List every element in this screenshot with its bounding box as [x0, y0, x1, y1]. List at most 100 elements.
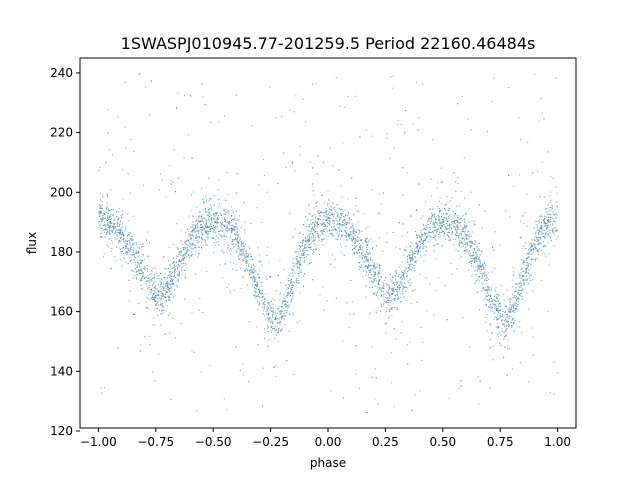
data-point	[290, 278, 292, 280]
data-point	[396, 289, 398, 291]
data-point	[382, 250, 384, 252]
data-point	[355, 251, 357, 253]
data-point	[537, 243, 539, 245]
data-point	[315, 248, 317, 250]
data-point	[197, 220, 199, 222]
data-point	[184, 248, 186, 250]
data-point	[305, 240, 307, 242]
data-point	[411, 255, 413, 257]
data-point	[442, 221, 444, 223]
data-point	[206, 227, 208, 229]
data-point	[314, 224, 316, 226]
data-point	[99, 236, 101, 238]
data-point	[465, 231, 467, 233]
data-point	[211, 219, 213, 221]
data-point	[469, 252, 471, 254]
data-point	[367, 274, 369, 276]
data-point	[202, 220, 204, 222]
data-point	[420, 254, 422, 256]
data-point	[258, 302, 260, 304]
data-point	[549, 191, 551, 193]
data-point	[513, 319, 515, 321]
data-point	[250, 266, 252, 268]
data-point	[400, 283, 402, 285]
data-point	[200, 246, 202, 248]
data-point	[220, 214, 222, 216]
data-point	[373, 264, 375, 266]
data-point	[546, 211, 548, 213]
data-point	[329, 147, 331, 149]
data-point	[311, 215, 313, 217]
data-point	[556, 206, 558, 208]
data-point	[333, 225, 335, 227]
data-point	[554, 209, 556, 211]
data-point	[360, 239, 362, 241]
data-point	[121, 214, 123, 216]
data-point	[242, 374, 244, 376]
data-point	[269, 321, 271, 323]
data-point	[538, 242, 540, 244]
data-point	[523, 245, 525, 247]
data-point	[182, 247, 184, 249]
data-point	[170, 293, 172, 295]
data-point	[428, 232, 430, 234]
data-point	[385, 332, 387, 334]
data-point	[520, 220, 522, 222]
data-point	[475, 280, 477, 282]
data-point	[348, 234, 350, 236]
data-point	[507, 348, 509, 350]
data-point	[404, 249, 406, 251]
data-point	[129, 242, 131, 244]
data-point	[147, 231, 149, 233]
data-point	[462, 243, 464, 245]
data-point	[98, 207, 100, 209]
data-point	[296, 278, 298, 280]
data-point	[219, 198, 221, 200]
data-point	[104, 228, 106, 230]
data-point	[448, 229, 450, 231]
data-point	[375, 295, 377, 297]
data-point	[549, 219, 551, 221]
data-point	[137, 270, 139, 272]
data-point	[478, 403, 480, 405]
data-point	[253, 271, 255, 273]
data-point	[483, 289, 485, 291]
data-point	[229, 261, 231, 263]
data-point	[244, 261, 246, 263]
data-point	[109, 222, 111, 224]
data-point	[146, 280, 148, 282]
data-point	[498, 332, 500, 334]
data-point	[300, 272, 302, 274]
data-point	[202, 96, 204, 98]
data-point	[196, 226, 198, 228]
data-point	[522, 262, 524, 264]
data-point	[445, 210, 447, 212]
data-point	[365, 251, 367, 253]
data-point	[214, 232, 216, 234]
data-point	[176, 106, 178, 108]
data-point	[470, 265, 472, 267]
data-point	[511, 294, 513, 296]
data-point	[472, 257, 474, 259]
data-point	[189, 244, 191, 246]
data-point	[334, 206, 336, 208]
data-point	[366, 258, 368, 260]
data-point	[392, 290, 394, 292]
data-point	[549, 392, 551, 394]
data-point	[337, 221, 339, 223]
data-point	[227, 247, 229, 249]
data-point	[467, 244, 469, 246]
data-point	[312, 167, 314, 169]
data-point	[401, 278, 403, 280]
data-point	[216, 212, 218, 214]
data-point	[199, 216, 201, 218]
data-point	[519, 277, 521, 279]
data-point	[505, 320, 507, 322]
data-point	[497, 333, 499, 335]
data-point	[151, 288, 153, 290]
data-point	[148, 308, 150, 310]
data-point	[147, 298, 149, 300]
data-point	[215, 226, 217, 228]
data-point	[340, 243, 342, 245]
data-point	[373, 275, 375, 277]
